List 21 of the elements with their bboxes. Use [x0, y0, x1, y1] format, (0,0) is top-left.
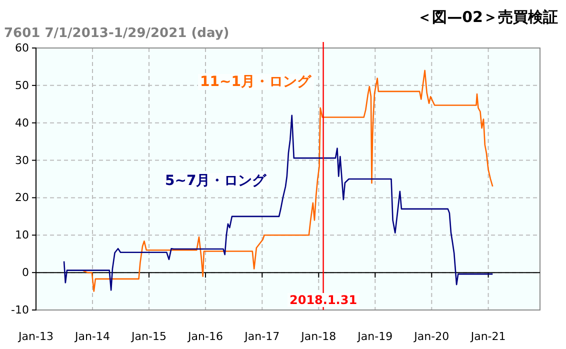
line-series [63, 114, 494, 291]
x-tick-label: Jan-16 [187, 330, 223, 343]
y-tick-label: 50 [15, 78, 29, 92]
x-tick-label: Jan-15 [130, 330, 166, 343]
chart-subtitle: 7601 7/1/2013-1/29/2021 (day) [4, 26, 230, 41]
y-tick-label: 0 [22, 266, 29, 280]
x-tick-label: Jan-17 [244, 330, 280, 343]
y-tick-label: -10 [11, 304, 29, 317]
line-series [82, 70, 494, 292]
x-tick-label: Jan-19 [356, 330, 393, 343]
x-tick-label: Jan-21 [470, 330, 506, 343]
x-tick-label: Jan-13 [18, 330, 54, 343]
x-tick-label: Jan-20 [413, 330, 450, 343]
x-tick-label: Jan-14 [74, 330, 110, 343]
chart-title: ＜図—02＞売買検証 [417, 8, 558, 26]
x-tick-label: Jan-18 [300, 330, 336, 343]
y-tick-label: 10 [15, 228, 29, 242]
y-tick-label: 60 [15, 42, 29, 55]
y-tick-label: 20 [15, 191, 29, 204]
y-tick-label: 40 [15, 116, 29, 130]
y-tick-label: 30 [15, 154, 29, 167]
